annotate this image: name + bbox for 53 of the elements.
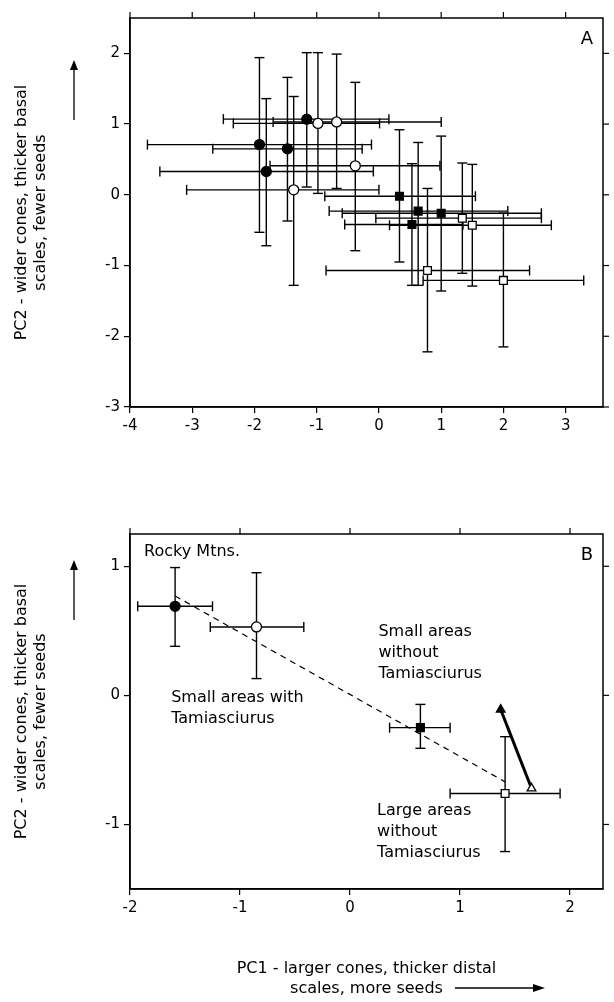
y-tick-label: 1 [110, 556, 120, 575]
point [349, 160, 361, 172]
y-tick-label: -3 [105, 396, 120, 415]
annotation: Large areas without Tamiasciurus [376, 799, 481, 861]
x-tick-label: -2 [122, 897, 138, 916]
annotation: B [580, 542, 593, 564]
point [260, 165, 272, 178]
point [312, 117, 324, 130]
annotation: A [580, 26, 594, 48]
x-tick-label: -2 [246, 415, 262, 434]
point [250, 621, 263, 633]
y-tick-label: 1 [110, 113, 120, 132]
x-tick-label: -1 [309, 415, 325, 434]
y-axis-title: PC2 - wider cones, thicker basal scales, fewer seeds [10, 84, 49, 341]
point [495, 703, 506, 713]
point [436, 208, 446, 218]
x-tick-label: 1 [455, 897, 465, 916]
y-axis-title: PC2 - wider cones, thicker basal scales, fewer seeds [10, 583, 49, 840]
point [169, 600, 181, 612]
point [394, 191, 405, 201]
y-tick-label: -1 [105, 255, 120, 274]
point [253, 138, 266, 151]
x-tick-label: 2 [565, 897, 575, 916]
y-tick-label: 2 [110, 43, 120, 62]
point [407, 219, 417, 230]
x-tick-label: 0 [374, 415, 384, 434]
annotation: Small areas without Tamiasciurus [377, 620, 482, 682]
y-tick-label: 0 [110, 685, 120, 704]
point [330, 116, 343, 128]
x-tick-label: -3 [184, 415, 200, 434]
y-tick-label: -2 [105, 326, 120, 345]
point [422, 265, 433, 276]
point [413, 206, 423, 216]
annotation: Small areas with Tamiasciurus [170, 687, 304, 728]
point [526, 782, 537, 792]
x-tick-label: 2 [498, 415, 509, 434]
x-tick-label: 1 [436, 415, 446, 434]
x-tick-label: 0 [345, 897, 355, 916]
y-tick-label: 0 [110, 184, 120, 203]
point [457, 213, 467, 223]
x-tick-label: -1 [232, 897, 248, 916]
y-tick-label: -1 [105, 814, 120, 833]
x-axis-title: PC1 - larger cones, thicker distal scales, more seeds [236, 958, 497, 997]
annotation: Rocky Mtns. [144, 541, 240, 561]
point [281, 143, 294, 155]
point [498, 275, 508, 285]
point [288, 184, 300, 196]
point [467, 220, 477, 230]
point [301, 113, 313, 125]
point [500, 788, 510, 799]
x-tick-label: 3 [560, 415, 571, 434]
point [415, 723, 425, 733]
x-tick-label: -4 [122, 415, 138, 434]
